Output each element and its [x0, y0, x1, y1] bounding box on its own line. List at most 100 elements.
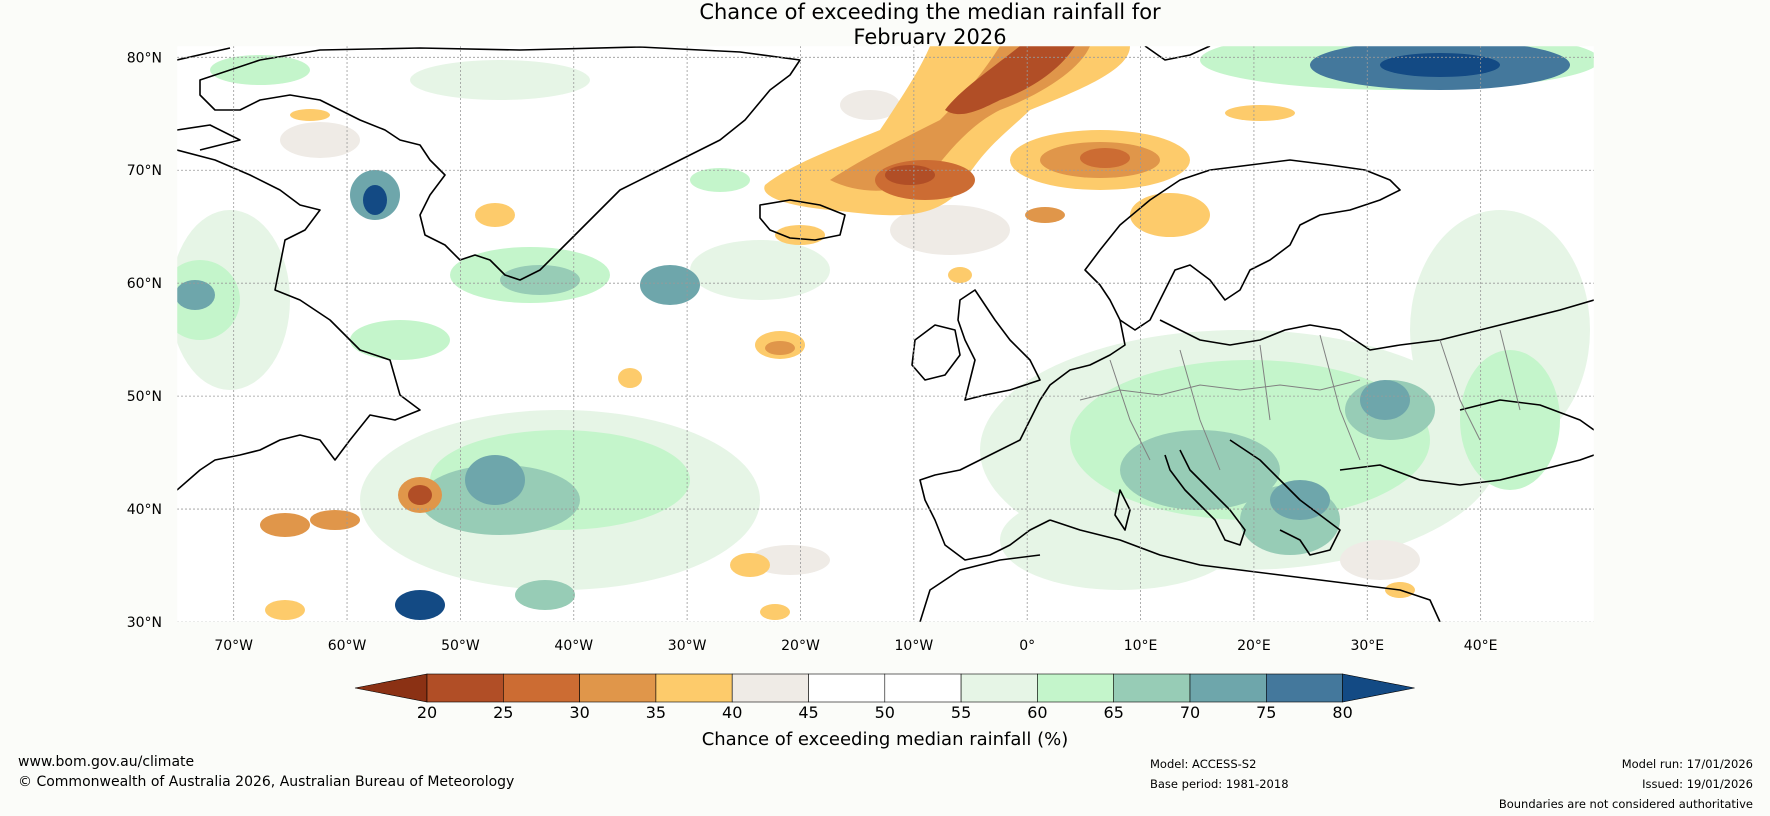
- coastlines: [177, 46, 1594, 622]
- footer-disclaimer: Boundaries are not considered authoritat…: [1498, 797, 1753, 811]
- chart-title: Chance of exceeding the median rainfall …: [0, 0, 1770, 50]
- coastline: [1159, 299, 1594, 351]
- colorbar-swatch: [1189, 673, 1267, 703]
- colorbar-swatch: [426, 673, 504, 703]
- title-line-2: February 2026: [853, 25, 1007, 49]
- colorbar-swatch: [579, 673, 657, 703]
- coastline: [1049, 519, 1441, 622]
- anomaly-patch: [1080, 148, 1130, 168]
- anomaly-patch: [1380, 53, 1500, 77]
- colorbar-swatch: [884, 673, 962, 703]
- anomaly-patch: [410, 60, 590, 100]
- colorbar-tick: 55: [951, 703, 971, 722]
- colorbar-ticks: 20 25 30 35 40 45 50 55 60 65 70 75 80: [417, 703, 1353, 722]
- anomaly-patch: [177, 280, 215, 310]
- lat-label: 30°N: [127, 615, 162, 631]
- colorbar-title: Chance of exceeding median rainfall (%): [702, 729, 1069, 750]
- anomaly-patch: [750, 545, 830, 575]
- title-line-1: Chance of exceeding the median rainfall …: [699, 0, 1161, 24]
- colorbar-swatch: [1266, 673, 1343, 703]
- coastline: [1114, 489, 1131, 531]
- lat-label: 80°N: [127, 50, 162, 66]
- coastline: [177, 149, 421, 491]
- anomaly-patch: [618, 368, 642, 388]
- lon-label: 40°W: [554, 638, 593, 654]
- anomaly-patch: [363, 185, 387, 215]
- anomaly-patch: [690, 168, 750, 192]
- footer-model: Model: ACCESS-S2: [1150, 757, 1257, 771]
- colorbar-tick: 70: [1180, 703, 1200, 722]
- lon-label: 30°E: [1350, 638, 1384, 654]
- colorbar-tick: 65: [1104, 703, 1124, 722]
- colorbar-tick: 50: [875, 703, 895, 722]
- lon-label: 50°W: [441, 638, 480, 654]
- anomaly-patch: [310, 510, 360, 530]
- anomaly-patch: [760, 604, 790, 620]
- colorbar-extend-low: [354, 673, 428, 703]
- colorbar-tick: 60: [1027, 703, 1047, 722]
- anomaly-patch: [890, 205, 1010, 255]
- anomaly-patch: [265, 600, 305, 620]
- lat-label: 60°N: [127, 276, 162, 292]
- border-line: [1109, 334, 1361, 471]
- coastline: [919, 319, 1126, 561]
- anomaly-patch: [730, 553, 770, 577]
- lat-label: 70°N: [127, 163, 162, 179]
- colorbar-tick: 25: [493, 703, 513, 722]
- anomaly-patch: [210, 55, 310, 85]
- coastline: [1339, 454, 1594, 486]
- anomaly-patch: [465, 455, 525, 505]
- footer-model-run: Model run: 17/01/2026: [1621, 757, 1753, 771]
- footer-base-period: Base period: 1981-2018: [1150, 777, 1289, 791]
- colorbar-tick: 75: [1256, 703, 1276, 722]
- anomaly-patch: [395, 590, 445, 620]
- colorbar-swatch: [655, 673, 733, 703]
- colorbar-swatch: [808, 673, 886, 703]
- border-line: [1079, 379, 1361, 401]
- coastline: [177, 47, 241, 151]
- anomaly-patch: [690, 240, 830, 300]
- anomaly-patch: [1340, 540, 1420, 580]
- lon-label: 60°W: [328, 638, 367, 654]
- anomaly-patch: [1360, 380, 1410, 420]
- graticule: [177, 46, 1594, 622]
- colorbar-tick: 40: [722, 703, 742, 722]
- anomaly-patch: [1025, 207, 1065, 223]
- lat-label: 40°N: [127, 502, 162, 518]
- border-line: [1439, 329, 1521, 441]
- footer-website[interactable]: www.bom.gov.au/climate: [18, 754, 195, 770]
- anomaly-patch: [260, 513, 310, 537]
- anomaly-patches: [177, 46, 1594, 620]
- latitude-labels: 80°N 70°N 60°N 50°N 40°N 30°N: [127, 50, 162, 631]
- colorbar-tick: 20: [417, 703, 437, 722]
- coastline: [1229, 439, 1341, 556]
- anomaly-patch: [350, 320, 450, 360]
- anomaly-patch: [500, 265, 580, 295]
- lat-label: 50°N: [127, 389, 162, 405]
- anomaly-patch: [475, 203, 515, 227]
- lon-label: 0°: [1019, 638, 1035, 654]
- colorbar-swatch: [502, 673, 580, 703]
- lon-label: 70°W: [214, 638, 253, 654]
- coastline: [1164, 449, 1246, 546]
- colorbar-swatch: [960, 673, 1038, 703]
- colorbar-tick: 45: [798, 703, 818, 722]
- anomaly-patch: [408, 485, 432, 505]
- anomaly-patch: [290, 109, 330, 121]
- anomaly-patch: [1120, 430, 1280, 510]
- lon-label: 10°W: [895, 638, 934, 654]
- lon-label: 40°E: [1464, 638, 1498, 654]
- anomaly-patch: [948, 267, 972, 283]
- footer-issued: Issued: 19/01/2026: [1642, 777, 1753, 791]
- anomaly-patch: [945, 46, 1075, 115]
- anomaly-patch: [1225, 105, 1295, 121]
- colorbar-tick: 35: [646, 703, 666, 722]
- map-frame: [176, 45, 1595, 623]
- footer-copyright: © Commonwealth of Australia 2026, Austra…: [18, 774, 515, 790]
- anomaly-patch: [1460, 350, 1560, 490]
- colorbar: [354, 673, 1415, 703]
- anomaly-patch: [1130, 193, 1210, 237]
- lon-label: 10°E: [1124, 638, 1158, 654]
- lon-label: 30°W: [668, 638, 707, 654]
